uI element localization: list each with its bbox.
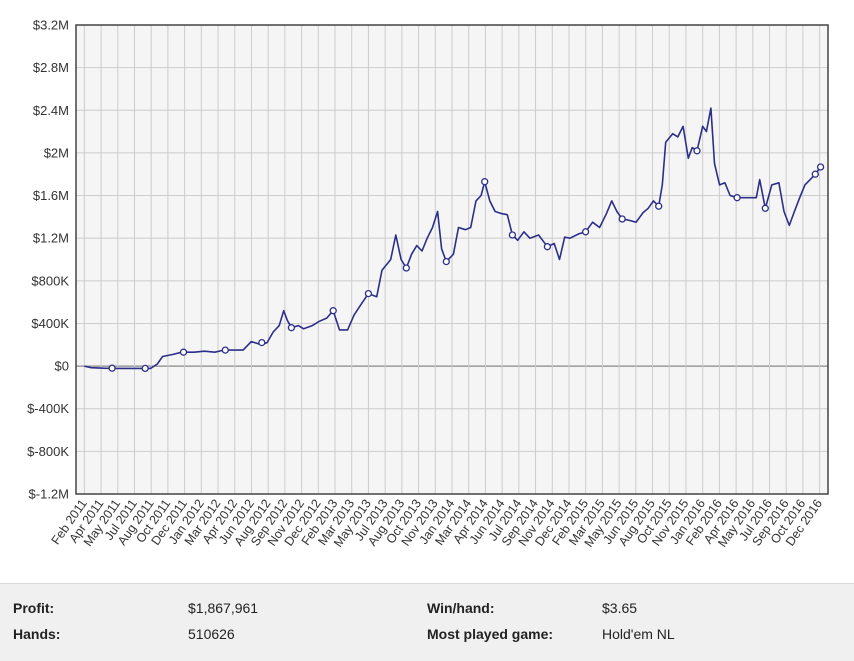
data-point-marker [581, 228, 590, 236]
y-tick-label: $800K [31, 273, 69, 288]
data-point-marker [761, 204, 769, 212]
data-point-marker [258, 338, 266, 347]
data-point-marker [221, 346, 229, 354]
plot-border [75, 24, 829, 495]
y-tick-label: $3.2M [33, 18, 69, 33]
profit-series-line [84, 107, 822, 370]
y-tick-label: $1.2M [33, 231, 69, 246]
data-point-marker [693, 147, 701, 155]
win-per-hand-label: Win/hand: [427, 600, 495, 616]
data-point-marker [481, 178, 489, 186]
data-point-marker [816, 163, 825, 171]
data-point-marker [364, 289, 373, 298]
most-played-game-label: Most played game: [427, 626, 554, 642]
data-point-marker [108, 364, 116, 372]
y-tick-label: $2.8M [33, 60, 69, 75]
data-point-marker [402, 264, 410, 272]
data-point-marker [442, 257, 450, 266]
y-tick-label: $2.4M [33, 103, 69, 118]
y-tick-label: $2M [44, 145, 69, 160]
data-point-marker [618, 215, 626, 223]
stats-panel: Profit: $1,867,961 Win/hand: $3.65 Hands… [0, 583, 854, 661]
win-per-hand-value: $3.65 [602, 600, 638, 616]
profit-chart: $3.2M $2.8M $2.4M $2M $1.6M $1.2M $800K $400K $0… [27, 17, 829, 550]
hands-label: Hands: [13, 626, 61, 642]
profit-value: $1,867,961 [188, 600, 259, 616]
data-point-marker [179, 348, 188, 356]
data-point-marker [543, 243, 552, 251]
hands-value: 510626 [188, 626, 235, 642]
profit-label: Profit: [13, 600, 55, 616]
most-played-game-value: Hold'em NL [602, 626, 675, 642]
y-tick-label: $1.6M [33, 188, 69, 203]
data-point-marker [141, 364, 149, 373]
y-tick-label: $400K [31, 316, 69, 331]
y-tick-label: $-800K [27, 444, 69, 459]
y-tick-label: $-400K [27, 401, 69, 416]
y-tick-label: $-1.2M [29, 487, 69, 502]
data-point-marker [287, 324, 296, 332]
data-point-marker [655, 202, 663, 210]
data-point-marker [733, 194, 741, 202]
profit-chart-svg: $3.2M $2.8M $2.4M $2M $1.6M $1.2M $800K $400K $0… [27, 18, 829, 550]
data-point-marker [508, 231, 517, 239]
y-tick-label: $0 [55, 359, 69, 374]
data-point-marker [329, 307, 337, 315]
data-point-marker [811, 170, 819, 178]
